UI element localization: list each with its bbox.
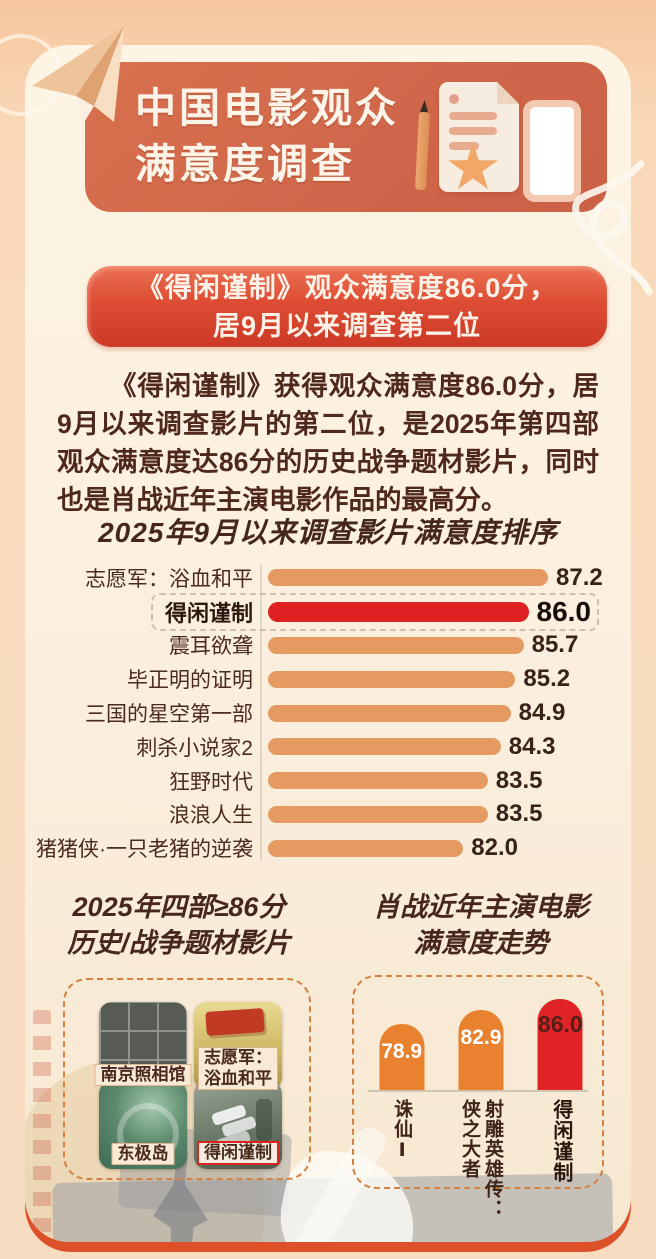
trend-dashed-box: 78.9 诛仙Ⅰ 82.9 射雕英雄传：侠之大者 86.0 得闲谨制 [352, 975, 604, 1219]
posters-dashed-box: 南京照相馆 志愿军： 浴血和平东极岛 得闲谨制 [63, 978, 311, 1180]
rank-value: 83.5 [495, 766, 543, 794]
rank-film-label: 得闲谨制 [164, 600, 253, 626]
rank-film-label: 三国的星空第一部 [85, 703, 253, 727]
trend-title-line2: 满意度走势 [413, 927, 549, 958]
trend-value: 78.9 [381, 1040, 423, 1063]
trend-film-label: 诛仙Ⅰ [391, 1099, 413, 1162]
rank-value: 84.3 [508, 732, 556, 760]
poster-card: 东极岛 [99, 1081, 187, 1169]
page-title: 中国电影观众 满意度调查 [135, 80, 399, 192]
paper-plane-icon [32, 26, 124, 126]
rank-value: 85.2 [523, 665, 571, 693]
trend-column: 78.9 诛仙Ⅰ [362, 977, 441, 1187]
rank-row: 浪浪人生 83.5 [33, 798, 625, 832]
poster-label: 得闲谨制 [197, 1140, 279, 1165]
rank-value: 82.0 [471, 834, 519, 862]
trend-title-line1: 肖战近年主演电影 [373, 892, 589, 922]
rank-bar [268, 670, 516, 688]
poster-card: 得闲谨制 [194, 1081, 282, 1169]
pencil-icon [414, 111, 431, 191]
rank-value: 83.5 [495, 800, 543, 828]
ranking-chart: 志愿军：浴血和平 87.2 得闲谨制 86.0 震耳欲聋 85.7 毕正明的证明 85.2 三国… [33, 561, 625, 867]
rank-value: 86.0 [536, 595, 592, 627]
intro-paragraph: 《得闲谨制》获得观众满意度86.0分，居9月以来调查影片的第二位，是2025年第… [57, 371, 599, 515]
trend-film-label: 射雕英雄传：侠之大者 [458, 1099, 503, 1219]
rank-film-label: 志愿军：浴血和平 [85, 567, 253, 591]
phone-icon [523, 100, 581, 202]
rank-bar [268, 805, 488, 823]
rank-row: 得闲谨制 86.0 [33, 592, 625, 631]
trend-columns: 78.9 诛仙Ⅰ 82.9 射雕英雄传：侠之大者 86.0 得闲谨制 [362, 977, 600, 1219]
poster-card: 南京照相馆 [94, 1002, 192, 1090]
rank-row: 猪猪侠·一只老猪的逆袭 82.0 [33, 831, 625, 865]
rank-bar [268, 738, 501, 756]
trend-value: 82.9 [460, 1026, 502, 1049]
trend-column: 86.0 得闲谨制 [521, 977, 600, 1187]
headline-banner: 《得闲谨制》观众满意度86.0分， 居9月以来调查第二位 [87, 266, 607, 347]
rank-film-label: 狂野时代 [169, 770, 253, 794]
rank-film-label: 毕正明的证明 [127, 669, 253, 693]
rank-value: 85.7 [531, 631, 579, 659]
posters-title-line2: 历史/战争题材影片 [67, 927, 291, 958]
ranking-chart-title: 2025年9月以来调查影片满意度排序 [98, 517, 558, 548]
infographic-card: 中国电影观众 满意度调查 《得闲谨制》观众满意度86.0分， 居9月以来调查第二… [25, 45, 631, 1242]
rank-film-label: 震耳欲聋 [169, 635, 253, 659]
posters-section-title: 2025年四部≥86分 历史/战争题材影片 [48, 890, 310, 961]
rank-bar [268, 569, 548, 587]
trend-column: 82.9 射雕英雄传：侠之大者 [441, 977, 520, 1219]
header-box: 中国电影观众 满意度调查 [85, 62, 607, 212]
posters-title-line1: 2025年四部≥86分 [72, 892, 286, 922]
headline-line1: 《得闲谨制》观众满意度86.0分， [136, 272, 558, 303]
scribble-line-icon [572, 160, 653, 296]
page-title-line2: 满意度调查 [135, 141, 355, 187]
survey-illustration [414, 82, 583, 202]
rank-value: 87.2 [556, 563, 603, 591]
rank-bar [268, 601, 529, 622]
rank-value: 84.9 [518, 699, 566, 727]
rank-row: 毕正明的证明 85.2 [33, 662, 625, 696]
rank-row: 刺杀小说家2 84.3 [33, 730, 625, 764]
poster-label: 东极岛 [111, 1142, 175, 1165]
ranking-axis-line [260, 565, 262, 861]
trend-film-label: 得闲谨制 [549, 1099, 572, 1183]
poster-label: 志愿军： 浴血和平 [198, 1047, 278, 1090]
trend-value: 86.0 [537, 1011, 583, 1037]
rank-film-label: 刺杀小说家2 [136, 736, 253, 760]
rank-bar [268, 839, 464, 857]
poster-card: 志愿军： 浴血和平 [194, 1002, 282, 1090]
ranking-rows: 志愿军：浴血和平 87.2 得闲谨制 86.0 震耳欲聋 85.7 毕正明的证明 85.2 三国… [33, 561, 625, 865]
rank-film-label: 浪浪人生 [169, 804, 253, 828]
rank-bar [268, 636, 524, 654]
poster-label: 南京照相馆 [94, 1063, 192, 1086]
rank-row: 震耳欲聋 85.7 [33, 629, 625, 663]
rank-bar [268, 704, 511, 722]
trend-section-title: 肖战近年主演电影 满意度走势 [350, 890, 612, 961]
rank-row: 志愿军：浴血和平 87.2 [33, 561, 625, 595]
trend-bar: 78.9 [379, 1024, 425, 1090]
rank-film-label: 猪猪侠·一只老猪的逆袭 [36, 838, 253, 862]
headline-line2: 居9月以来调查第二位 [212, 310, 482, 341]
rank-row: 狂野时代 83.5 [33, 764, 625, 798]
trend-bar: 86.0 [537, 999, 583, 1090]
trend-bar: 82.9 [458, 1010, 504, 1090]
trend-baseline [368, 1090, 588, 1092]
rank-row: 三国的星空第一部 84.9 [33, 696, 625, 730]
rank-bar [268, 772, 488, 790]
page-title-line1: 中国电影观众 [135, 85, 399, 131]
